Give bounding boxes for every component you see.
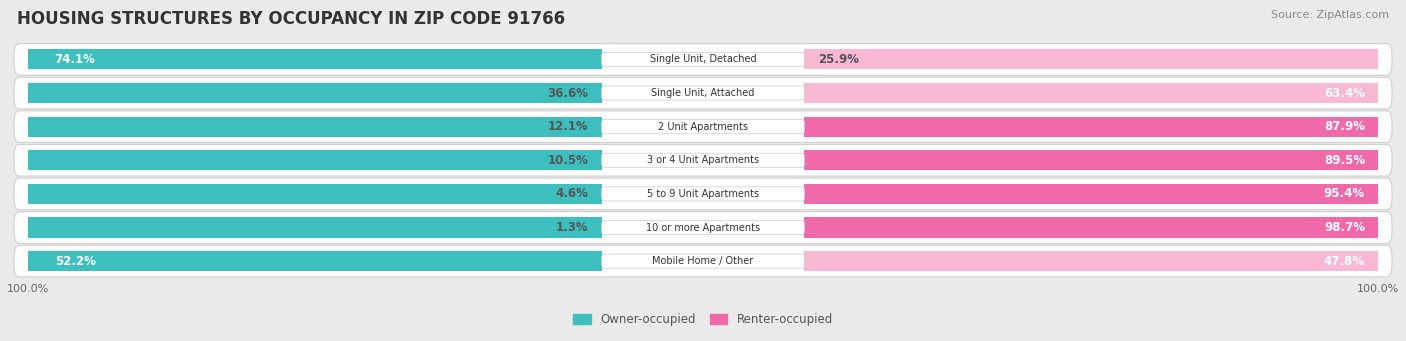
Bar xyxy=(28,218,602,238)
Bar xyxy=(804,218,1378,238)
FancyBboxPatch shape xyxy=(602,120,804,134)
Bar xyxy=(804,184,1378,204)
FancyBboxPatch shape xyxy=(14,212,1392,243)
Text: 5 to 9 Unit Apartments: 5 to 9 Unit Apartments xyxy=(647,189,759,199)
Text: 36.6%: 36.6% xyxy=(547,87,588,100)
Text: 10.5%: 10.5% xyxy=(547,154,588,167)
FancyBboxPatch shape xyxy=(602,220,804,235)
Bar xyxy=(804,251,1378,271)
Text: 25.9%: 25.9% xyxy=(818,53,859,66)
Text: 89.5%: 89.5% xyxy=(1324,154,1365,167)
Text: 87.9%: 87.9% xyxy=(1324,120,1365,133)
Bar xyxy=(28,83,602,103)
Text: Source: ZipAtlas.com: Source: ZipAtlas.com xyxy=(1271,10,1389,20)
FancyBboxPatch shape xyxy=(14,178,1392,210)
Text: 10 or more Apartments: 10 or more Apartments xyxy=(645,223,761,233)
Text: 63.4%: 63.4% xyxy=(1324,87,1365,100)
FancyBboxPatch shape xyxy=(14,111,1392,143)
FancyBboxPatch shape xyxy=(14,245,1392,277)
Bar xyxy=(804,49,1378,70)
FancyBboxPatch shape xyxy=(602,153,804,167)
Text: HOUSING STRUCTURES BY OCCUPANCY IN ZIP CODE 91766: HOUSING STRUCTURES BY OCCUPANCY IN ZIP C… xyxy=(17,10,565,28)
Bar xyxy=(28,150,602,170)
FancyBboxPatch shape xyxy=(14,145,1392,176)
Bar xyxy=(804,150,1378,170)
Text: 3 or 4 Unit Apartments: 3 or 4 Unit Apartments xyxy=(647,155,759,165)
Bar xyxy=(804,83,1378,103)
FancyBboxPatch shape xyxy=(602,187,804,201)
Text: 74.1%: 74.1% xyxy=(55,53,96,66)
Text: 1.3%: 1.3% xyxy=(555,221,588,234)
FancyBboxPatch shape xyxy=(602,86,804,100)
Text: 2 Unit Apartments: 2 Unit Apartments xyxy=(658,122,748,132)
Text: Single Unit, Detached: Single Unit, Detached xyxy=(650,55,756,64)
Bar xyxy=(28,184,602,204)
Text: 98.7%: 98.7% xyxy=(1324,221,1365,234)
FancyBboxPatch shape xyxy=(602,254,804,268)
Text: 4.6%: 4.6% xyxy=(555,188,588,201)
Text: Mobile Home / Other: Mobile Home / Other xyxy=(652,256,754,266)
Text: 12.1%: 12.1% xyxy=(547,120,588,133)
Text: 47.8%: 47.8% xyxy=(1324,255,1365,268)
Legend: Owner-occupied, Renter-occupied: Owner-occupied, Renter-occupied xyxy=(572,313,834,326)
FancyBboxPatch shape xyxy=(602,53,804,66)
Bar xyxy=(804,117,1378,137)
Bar xyxy=(28,251,602,271)
Text: 95.4%: 95.4% xyxy=(1324,188,1365,201)
Text: 52.2%: 52.2% xyxy=(55,255,96,268)
FancyBboxPatch shape xyxy=(14,77,1392,109)
Bar xyxy=(28,117,602,137)
Bar xyxy=(28,49,602,70)
FancyBboxPatch shape xyxy=(14,44,1392,75)
Text: Single Unit, Attached: Single Unit, Attached xyxy=(651,88,755,98)
